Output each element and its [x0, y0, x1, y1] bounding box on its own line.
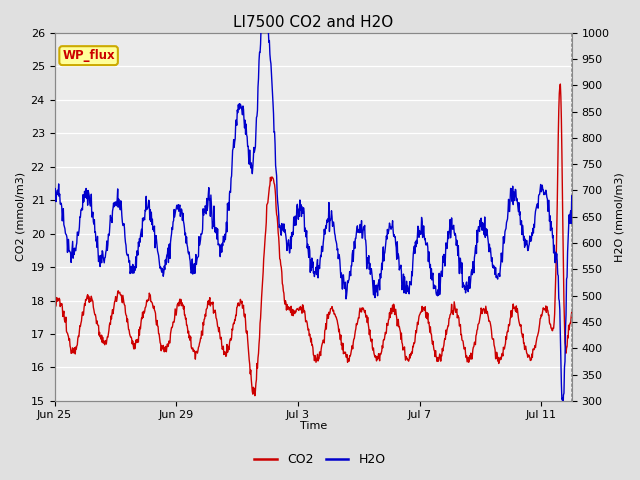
Legend: CO2, H2O: CO2, H2O	[250, 448, 390, 471]
Y-axis label: CO2 (mmol/m3): CO2 (mmol/m3)	[15, 172, 25, 261]
Y-axis label: H2O (mmol/m3): H2O (mmol/m3)	[615, 172, 625, 262]
Text: WP_flux: WP_flux	[62, 49, 115, 62]
X-axis label: Time: Time	[300, 421, 327, 432]
Title: LI7500 CO2 and H2O: LI7500 CO2 and H2O	[233, 15, 393, 30]
